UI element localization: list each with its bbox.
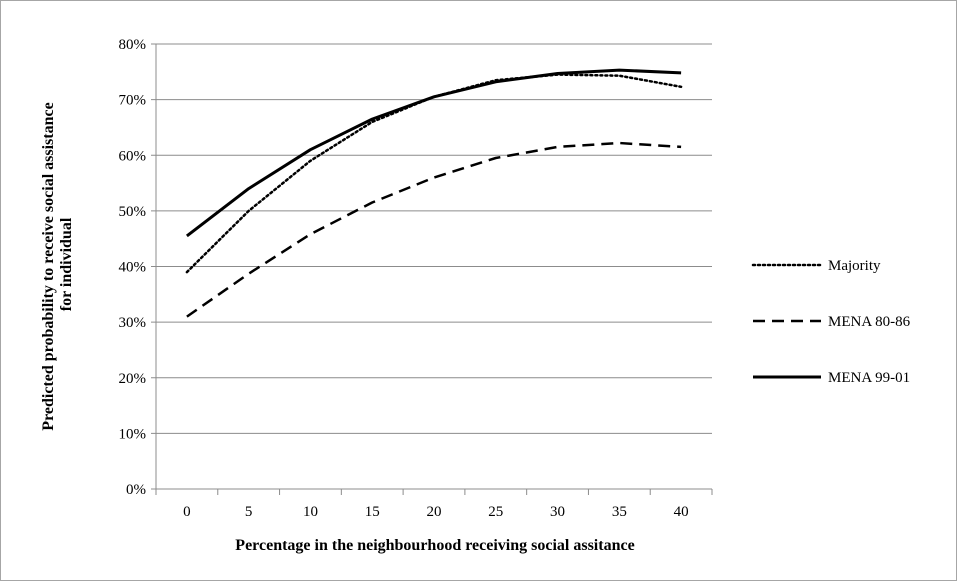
legend-label: MENA 99-01 — [828, 370, 910, 386]
x-tick-label: 25 — [488, 504, 503, 520]
y-tick-label: 40% — [119, 260, 147, 276]
series-lines — [185, 68, 683, 318]
y-axis-title: Predicted probability to receive social … — [40, 98, 75, 430]
y-tick-label: 80% — [119, 37, 147, 53]
legend-label: MENA 80-86 — [828, 314, 911, 330]
x-tick-label: 40 — [674, 504, 689, 520]
x-tick-label: 20 — [427, 504, 442, 520]
y-tick-label: 70% — [119, 93, 147, 109]
series-line — [185, 73, 683, 274]
y-tick-label: 60% — [119, 148, 147, 164]
gridlines — [156, 43, 712, 434]
y-axis-title-line-2: for individual — [58, 217, 75, 311]
y-tick-label: 50% — [119, 204, 147, 220]
series-line — [185, 68, 682, 238]
x-tick-label: 10 — [303, 504, 318, 520]
y-tick-label: 30% — [119, 315, 147, 331]
y-tick-label: 10% — [119, 426, 147, 442]
y-tick-label: 0% — [126, 482, 146, 498]
axes — [151, 43, 713, 495]
x-tick-label: 0 — [183, 504, 191, 520]
x-axis-title: Percentage in the neighbourhood receivin… — [235, 537, 634, 554]
series-line — [186, 141, 682, 318]
y-axis-title-line-1: Predicted probability to receive social … — [40, 102, 57, 430]
x-tick-label: 5 — [245, 504, 253, 520]
tick-labels: 0% 10% 20% 30% 40% 50% 60% 70% 80% 0 5 10 15 20 25 30 35… — [119, 37, 689, 520]
legend-label: Majority — [828, 258, 881, 274]
x-tick-label: 15 — [365, 504, 380, 520]
x-tick-label: 30 — [550, 504, 565, 520]
x-tick-label: 35 — [612, 504, 627, 520]
legend: Majority MENA 80-86 MENA 99-01 — [751, 258, 911, 386]
y-tick-label: 20% — [119, 371, 147, 387]
